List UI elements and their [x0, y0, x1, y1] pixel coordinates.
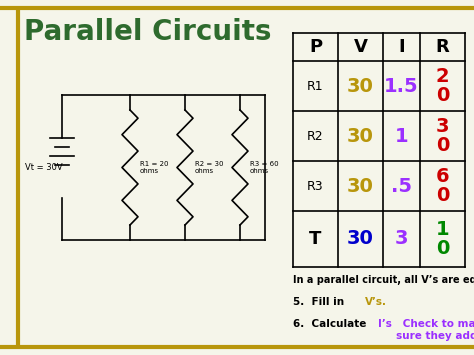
Text: R1 = 20
ohms: R1 = 20 ohms	[140, 161, 168, 174]
Text: I: I	[398, 38, 405, 56]
Text: 30: 30	[347, 229, 374, 248]
Text: In a parallel circuit, all V’s are equal!: In a parallel circuit, all V’s are equal…	[293, 275, 474, 285]
Text: P: P	[309, 38, 322, 56]
Text: R1: R1	[307, 80, 324, 93]
Text: T: T	[310, 230, 322, 248]
Text: R3: R3	[307, 180, 324, 192]
Text: 1
0: 1 0	[436, 220, 449, 258]
Text: R: R	[436, 38, 449, 56]
Text: 3
0: 3 0	[436, 117, 449, 155]
Text: 5.  Fill in: 5. Fill in	[293, 297, 348, 307]
Text: R3 = 60
ohms: R3 = 60 ohms	[250, 161, 279, 174]
Text: 6
0: 6 0	[436, 167, 449, 205]
Text: 2
0: 2 0	[436, 67, 449, 105]
Text: 1.5: 1.5	[384, 76, 419, 95]
Text: 6.  Calculate: 6. Calculate	[293, 319, 370, 329]
Text: Vt = 30V: Vt = 30V	[25, 163, 63, 172]
Text: .5: .5	[391, 176, 412, 196]
Text: I’s   Check to make
     sure they add up to It!: I’s Check to make sure they add up to It…	[378, 319, 474, 340]
Text: Parallel Circuits: Parallel Circuits	[24, 18, 272, 46]
Text: R2 = 30
ohms: R2 = 30 ohms	[195, 161, 224, 174]
Text: R2: R2	[307, 130, 324, 142]
Text: 30: 30	[347, 126, 374, 146]
Text: V’s.: V’s.	[365, 297, 387, 307]
Text: 3: 3	[395, 229, 408, 248]
Text: 30: 30	[347, 76, 374, 95]
Text: V: V	[354, 38, 367, 56]
Text: 30: 30	[347, 176, 374, 196]
Text: 1: 1	[395, 126, 408, 146]
